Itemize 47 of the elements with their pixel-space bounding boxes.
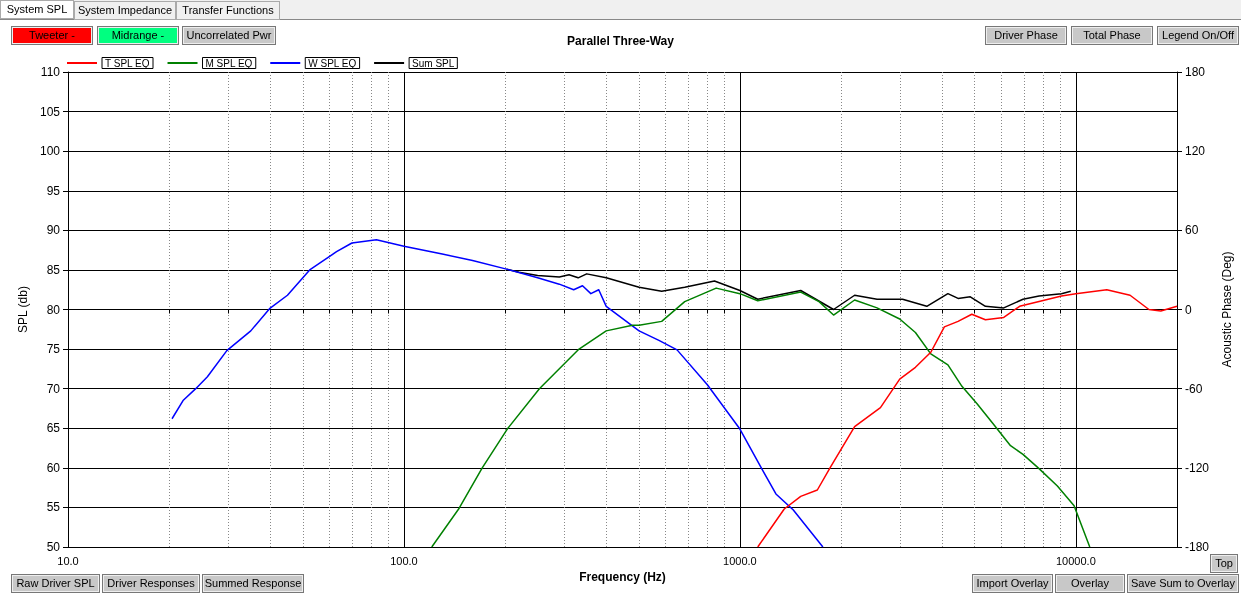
- legend-label: M SPL EQ: [205, 57, 253, 69]
- x-tick-label: 10.0: [57, 554, 79, 567]
- text: Legend On/Off: [1157, 26, 1239, 45]
- y-tick-label: 110: [40, 65, 61, 79]
- text: Midrange -: [97, 26, 179, 45]
- text: System Impedance: [74, 1, 176, 20]
- chart-title: Parallel Three-Way: [567, 34, 675, 48]
- y2-tick-label: 0: [1185, 302, 1192, 317]
- text: Driver Phase: [985, 26, 1067, 45]
- y-tick-label: 85: [46, 262, 61, 277]
- text: Raw Driver SPL: [11, 574, 100, 593]
- legend-label: T SPL EQ: [105, 57, 150, 69]
- legend-label: Sum SPL: [412, 57, 455, 69]
- y-tick-label: 95: [46, 183, 61, 198]
- x-tick-label: 1000.0: [723, 554, 757, 567]
- y-tick-label: 75: [46, 342, 61, 357]
- y-tick-label: 65: [46, 421, 61, 436]
- y2-tick-label: 180: [1185, 65, 1206, 79]
- y2-tick-label: 120: [1185, 144, 1206, 159]
- y2-tick-label: -180: [1185, 540, 1210, 554]
- text: Driver Responses: [102, 574, 200, 593]
- y-axis-title: SPL (db): [16, 286, 31, 333]
- y-tick-label: 105: [39, 104, 61, 119]
- text: Summed Response: [202, 574, 304, 593]
- y2-tick-label: -60: [1185, 381, 1203, 396]
- y-tick-label: 100: [39, 144, 61, 159]
- y-tick-label: 55: [46, 500, 61, 515]
- text: Uncorrelated Pwr: [182, 26, 276, 45]
- y2-axis-title: Acoustic Phase (Deg): [1220, 251, 1234, 368]
- y-tick-label: 70: [46, 381, 61, 396]
- text: System SPL: [0, 0, 74, 19]
- y-tick-label: 50: [46, 540, 61, 554]
- x-axis-title: Frequency (Hz): [579, 570, 666, 584]
- text: Import Overlay: [972, 574, 1053, 593]
- text: Overlay: [1055, 574, 1125, 593]
- x-tick-label: 100.0: [390, 554, 418, 567]
- text: Top: [1210, 554, 1238, 573]
- x-tick-label: 10000.0: [1055, 554, 1096, 567]
- text: Transfer Functions: [176, 1, 280, 20]
- y2-tick-label: -120: [1185, 460, 1210, 475]
- y-tick-label: 60: [46, 460, 61, 475]
- text: Total Phase: [1071, 26, 1153, 45]
- y2-tick-label: 60: [1185, 223, 1199, 238]
- y-tick-label: 90: [46, 223, 61, 238]
- y-tick-label: 80: [46, 302, 61, 317]
- text: Save Sum to Overlay: [1127, 574, 1239, 593]
- text: Tweeter -: [11, 26, 93, 45]
